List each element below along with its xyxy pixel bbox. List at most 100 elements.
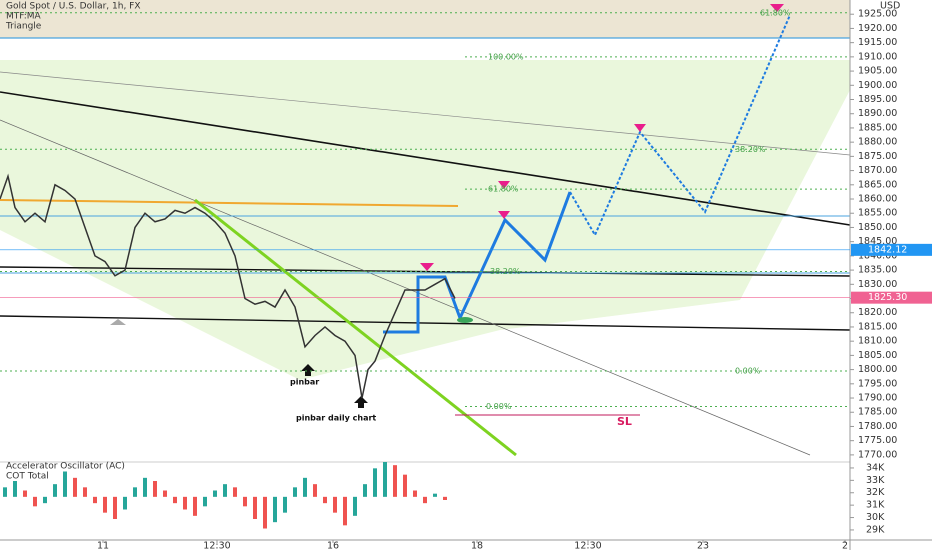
x-tick-label: 18 (471, 541, 483, 550)
osc-bar (43, 496, 47, 504)
y2-tick-label: 34K (866, 462, 885, 473)
osc-bar (73, 477, 77, 497)
green-trend (194, 198, 517, 457)
osc-bar (433, 493, 437, 497)
osc-bar (233, 487, 237, 497)
osc-bar (3, 487, 7, 497)
y-tick-label: 1865.00 (858, 179, 897, 190)
trend-line (0, 315, 851, 331)
x-tick-label: 2 (842, 541, 848, 550)
annotation: pinbar daily chart (296, 414, 376, 423)
arrow (301, 364, 315, 376)
x-tick-label: 12:30 (574, 541, 601, 550)
y-tick-label: 1840.00 (858, 250, 897, 261)
osc-bar (93, 496, 97, 504)
y2-tick-label: 30K (866, 512, 885, 523)
target-markers (420, 4, 784, 271)
osc-bar (153, 481, 157, 497)
osc-bar (123, 496, 127, 510)
triangle-area (0, 60, 850, 380)
osc-bar (163, 490, 167, 497)
y-tick-label: 1895.00 (858, 94, 897, 105)
fib-label: 61.80% (488, 185, 519, 194)
fib-label: 0.00% (735, 367, 761, 376)
osc-bar (193, 496, 197, 516)
y-tick-label: 1920.00 (858, 23, 897, 34)
y-tick-label: 1860.00 (858, 194, 897, 205)
y-tick-label: 1900.00 (858, 80, 897, 91)
osc-bar (203, 496, 207, 507)
osc-bar (13, 481, 17, 497)
osc-bar (443, 496, 447, 500)
y-tick-label: 1795.00 (858, 378, 897, 389)
y-tick-label: 1800.00 (858, 364, 897, 375)
y-tick-label: 1790.00 (858, 393, 897, 404)
y-tick-label: 1810.00 (858, 336, 897, 347)
y-tick-label: 1835.00 (858, 265, 897, 276)
y-tick-label: 1855.00 (858, 208, 897, 219)
indicator: Triangle (5, 22, 42, 32)
osc-bar (23, 490, 27, 497)
indicator: MTF:MA (6, 12, 42, 22)
fib-label: 0.00% (486, 402, 512, 411)
marker (110, 319, 126, 325)
osc-bar (423, 496, 427, 504)
x-tick-label: 12:30 (203, 541, 230, 550)
y2-tick-label: 29K (866, 524, 885, 535)
y-tick-label: 1890.00 (858, 108, 897, 119)
osc-bar (133, 487, 137, 497)
osc-bar (343, 496, 347, 526)
osc-bar (373, 468, 377, 497)
price-axis (850, 0, 932, 550)
y-tick-label: 1880.00 (858, 137, 897, 148)
y-tick-label: 1780.00 (858, 421, 897, 432)
y-tick-label: 1850.00 (858, 222, 897, 233)
y2-tick-label: 31K (866, 500, 885, 511)
osc-bar (353, 496, 357, 516)
marker (457, 317, 473, 323)
y-tick-label: 1915.00 (858, 37, 897, 48)
annotation: pinbar (290, 378, 319, 387)
osc-bar (293, 487, 297, 497)
resistance-zone (0, 0, 850, 38)
y-tick-label: 1830.00 (858, 279, 897, 290)
trend-line (0, 91, 851, 226)
osc-bar (103, 496, 107, 513)
y-tick-label: 1870.00 (858, 165, 897, 176)
osc-bar (253, 496, 257, 519)
y2-tick-label: 33K (866, 475, 885, 486)
y-tick-label: 1875.00 (858, 151, 897, 162)
y-tick-label: 1820.00 (858, 307, 897, 318)
osc-bar (283, 496, 287, 513)
osc-bar (263, 496, 267, 529)
y-tick-label: 1805.00 (858, 350, 897, 361)
osc-subtitle: COT Total (6, 472, 49, 482)
osc-bar (183, 496, 187, 510)
trend-line (0, 71, 851, 156)
x-tick-label: 23 (697, 541, 709, 550)
osc-bar (143, 477, 147, 497)
osc-bar (383, 462, 387, 497)
y-tick-label: 1885.00 (858, 122, 897, 133)
price-tag-label: 1825.30 (868, 292, 907, 303)
y-tick-label: 1845.00 (858, 236, 897, 247)
osc-bar (33, 496, 37, 507)
annotation: SL (617, 415, 632, 428)
osc-bar (173, 496, 177, 504)
fib-label: 38.20% (490, 267, 521, 276)
y-tick-label: 1815.00 (858, 321, 897, 332)
fib-label: 100.00% (488, 52, 524, 61)
price-line (0, 173, 456, 399)
y-tick-label: 1775.00 (858, 435, 897, 446)
price-tag (851, 291, 932, 304)
osc-bar (213, 490, 217, 497)
osc-title: Accelerator Oscillator (AC) (6, 462, 125, 472)
fib-label: 61.80% (760, 8, 791, 17)
osc-bar (83, 487, 87, 497)
symbol: Gold Spot / U.S. Dollar, 1h, FX (6, 2, 141, 12)
currency: USD (880, 1, 900, 12)
osc-bar (323, 496, 327, 504)
y2-tick-label: 32K (866, 487, 885, 498)
osc-bar (113, 496, 117, 519)
